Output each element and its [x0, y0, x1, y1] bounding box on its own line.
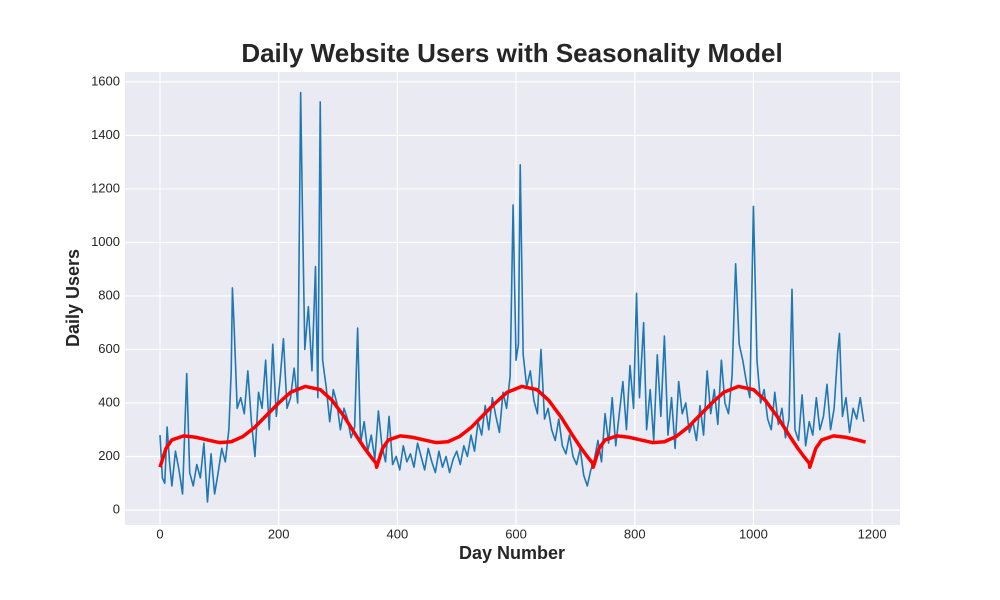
x-tick-label: 0	[156, 526, 163, 541]
x-tick-label: 200	[268, 526, 290, 541]
y-tick-label: 0	[113, 501, 120, 516]
chart-title: Daily Website Users with Seasonality Mod…	[241, 38, 782, 68]
y-tick-label: 1000	[91, 234, 120, 249]
series-line	[158, 384, 867, 469]
y-tick-label: 1400	[91, 127, 120, 142]
y-tick-label: 1600	[91, 73, 120, 88]
y-tick-label: 1200	[91, 180, 120, 195]
x-tick-label: 400	[387, 526, 409, 541]
y-tick-label: 600	[98, 341, 120, 356]
x-tick-label: 1000	[739, 526, 768, 541]
series	[158, 91, 867, 503]
x-tick-label: 800	[624, 526, 646, 541]
y-axis-label: Daily Users	[63, 249, 83, 347]
y-tick-label: 400	[98, 394, 120, 409]
series-line	[159, 91, 865, 503]
x-tick-label: 600	[505, 526, 527, 541]
x-tick-label: 1200	[858, 526, 887, 541]
y-tick-label: 800	[98, 287, 120, 302]
y-tick-label: 200	[98, 448, 120, 463]
grid	[125, 72, 900, 525]
x-axis-label: Day Number	[459, 543, 565, 563]
